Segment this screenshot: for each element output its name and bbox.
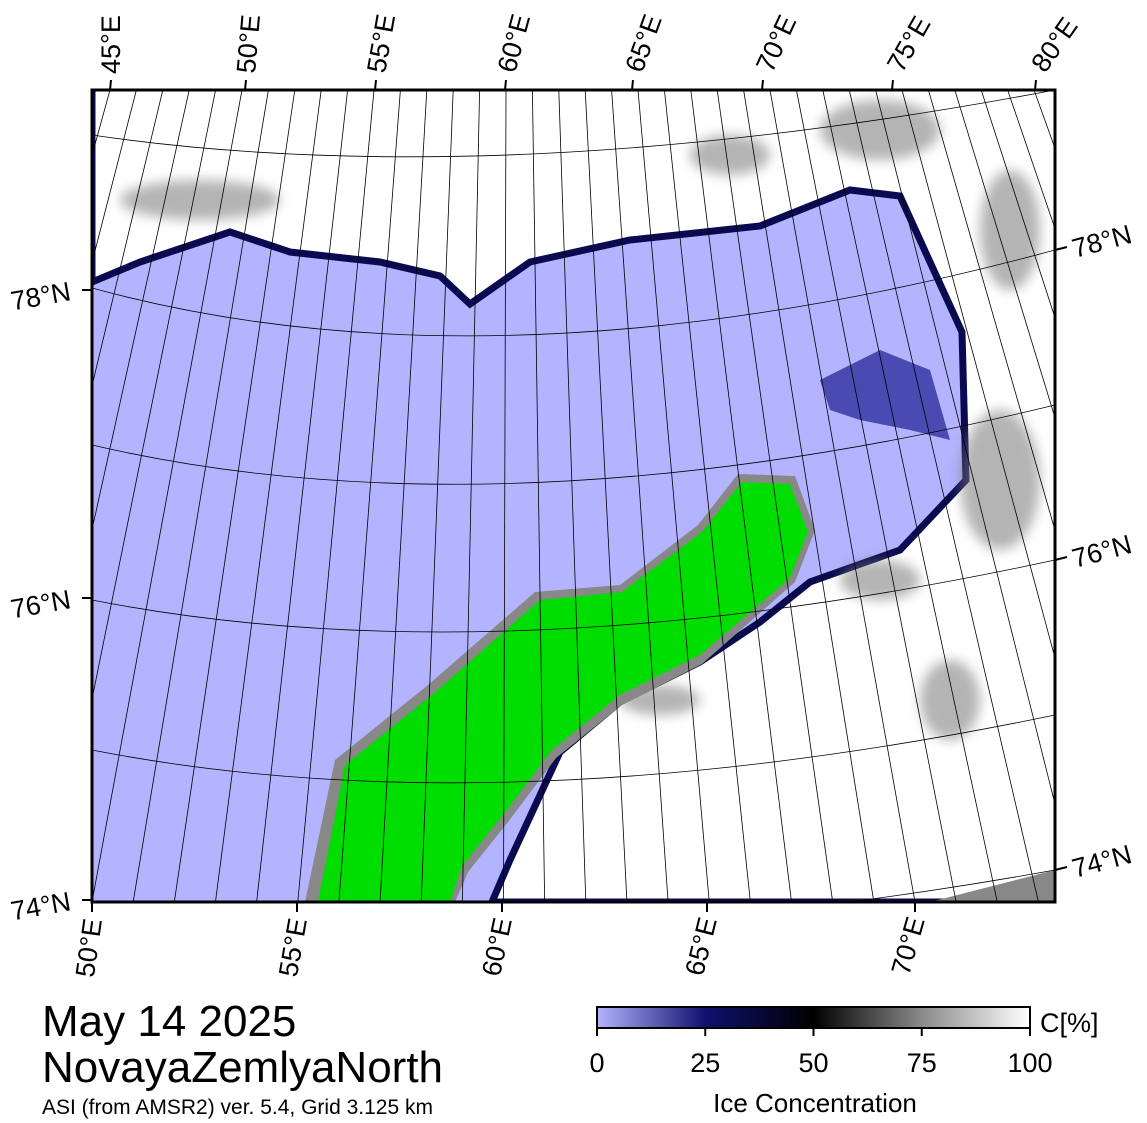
- meridian: [1140, 90, 1147, 902]
- meridian: [256, 90, 348, 902]
- meridian: [558, 90, 587, 902]
- meridian: [611, 90, 669, 902]
- meridian: [875, 90, 1055, 806]
- colorbar-unit: C[%]: [1040, 1008, 1099, 1038]
- lon-label-bottom: 65°E: [679, 914, 722, 978]
- meridian: [92, 90, 137, 265]
- lon-label-top: 65°E: [619, 10, 667, 76]
- tick: [504, 79, 507, 91]
- meridian: [92, 90, 216, 702]
- ice-texture: [120, 100, 1040, 740]
- meridian: [796, 90, 957, 902]
- meridian: [769, 90, 916, 902]
- lat-label-right: 78°N: [1069, 219, 1135, 264]
- colorbar-tick-label: 75: [907, 1048, 937, 1078]
- tick: [1054, 556, 1068, 561]
- lat-label-right: 74°N: [1069, 839, 1135, 884]
- lon-label-top: 55°E: [361, 12, 401, 75]
- map-frame: [90, 88, 1057, 904]
- tick: [1034, 79, 1037, 91]
- polynya: [820, 350, 950, 440]
- colorbar-tick-label: 0: [589, 1048, 604, 1078]
- map-area: [0, 90, 1147, 902]
- graticule: [0, 90, 1147, 902]
- meridian: [664, 90, 751, 902]
- meridian: [503, 90, 507, 902]
- meridian: [532, 90, 546, 902]
- lon-label-bottom: 60°E: [476, 915, 518, 979]
- lon-label-top: 45°E: [96, 15, 126, 74]
- meridian: [822, 90, 998, 902]
- colorbar: [596, 1006, 1031, 1029]
- land: [318, 482, 808, 902]
- meridian: [1113, 90, 1147, 902]
- meridian: [928, 90, 1055, 532]
- tick: [244, 79, 247, 91]
- tick: [109, 79, 112, 91]
- tick: [631, 79, 634, 91]
- lon-label-top: 60°E: [492, 11, 536, 76]
- lon-label-top: 75°E: [881, 11, 936, 77]
- meridian: [92, 90, 243, 902]
- lat-label-left: 74°N: [8, 886, 73, 926]
- tick: [891, 79, 894, 91]
- sea-ice: [92, 90, 1055, 902]
- tick: [1054, 866, 1068, 871]
- meridian: [92, 90, 164, 388]
- meridian: [716, 90, 834, 902]
- lon-label-bottom: 55°E: [273, 916, 313, 979]
- corner-land: [930, 870, 1055, 902]
- meridian: [901, 90, 1055, 660]
- lon-label-top: 50°E: [231, 13, 266, 74]
- lat-label-right: 76°N: [1069, 529, 1135, 574]
- meridian: [0, 90, 84, 902]
- meridian: [584, 90, 628, 902]
- tick: [761, 79, 764, 91]
- lon-label-top: 80°E: [1025, 12, 1083, 77]
- meridian: [690, 90, 792, 902]
- source-note: ASI (from AMSR2) ver. 5.4, Grid 3.125 km: [42, 1096, 433, 1119]
- region-title: NovayaZemlyaNorth: [42, 1043, 443, 1092]
- meridian: [980, 90, 1055, 320]
- meridian: [461, 90, 480, 902]
- meridian: [173, 90, 296, 902]
- meridian: [848, 90, 1039, 902]
- meridian: [637, 90, 710, 902]
- lon-label-bottom: 50°E: [70, 917, 108, 979]
- tick: [374, 79, 377, 91]
- lat-label-left: 76°N: [8, 584, 73, 624]
- meridian: [338, 90, 401, 902]
- colorbar-tick-label: 50: [798, 1048, 828, 1078]
- meridian: [1087, 90, 1147, 902]
- lon-label-bottom: 70°E: [886, 913, 931, 978]
- meridian: [215, 90, 322, 902]
- colorbar-label: Ice Concentration: [713, 1088, 917, 1118]
- meridian: [297, 90, 375, 902]
- lat-label-left: 78°N: [8, 276, 73, 316]
- colorbar-tick-label: 100: [1007, 1048, 1052, 1078]
- meridian: [743, 90, 875, 902]
- meridian: [954, 90, 1055, 420]
- meridian: [132, 90, 269, 902]
- date-title: May 14 2025: [42, 997, 296, 1046]
- lon-label-top: 70°E: [750, 11, 802, 77]
- colorbar-tick-label: 25: [690, 1048, 720, 1078]
- meridian: [1060, 90, 1147, 902]
- meridian: [420, 90, 454, 902]
- meridian: [379, 90, 428, 902]
- tick: [1054, 246, 1068, 251]
- meridian: [92, 90, 190, 532]
